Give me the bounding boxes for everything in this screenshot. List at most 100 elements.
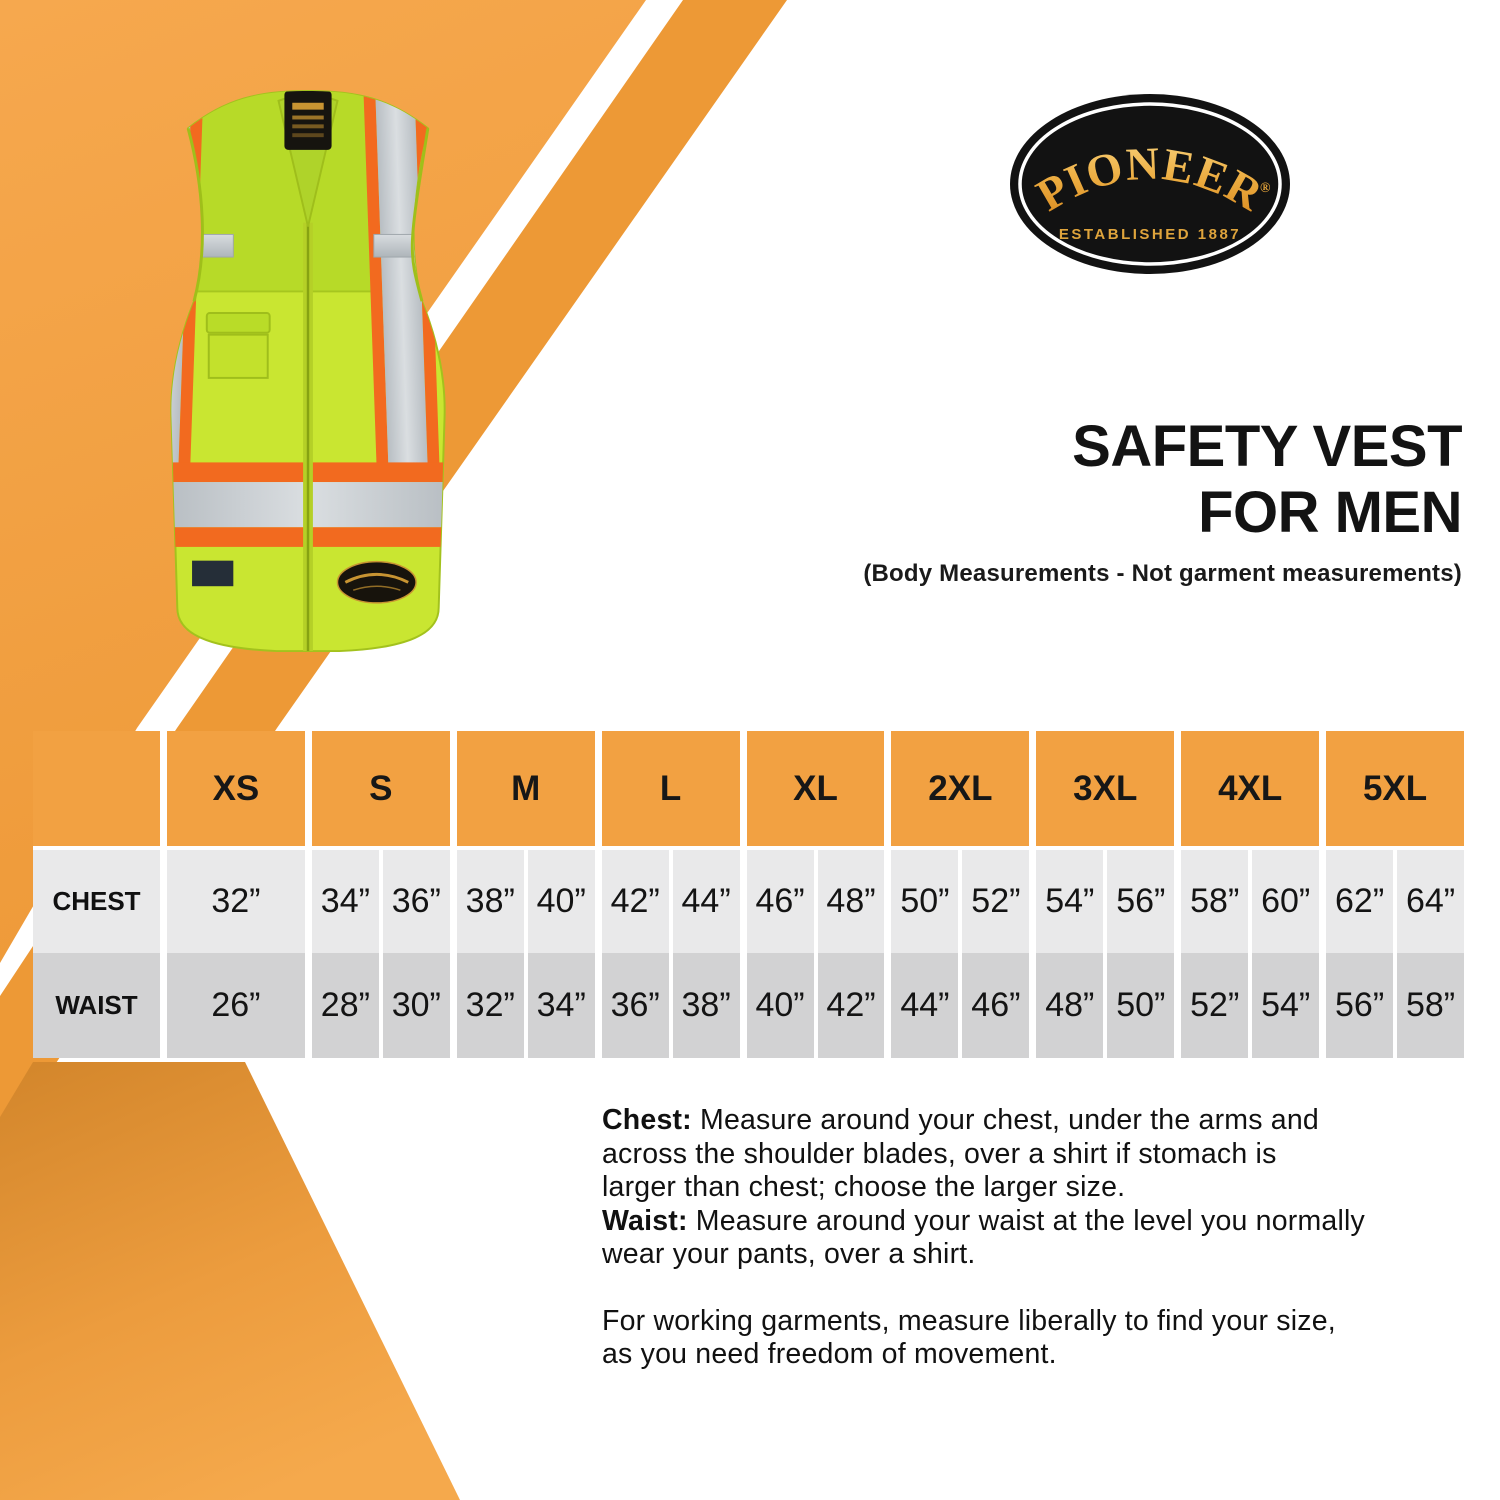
vest-drawing bbox=[170, 89, 446, 653]
product-image-safety-vest bbox=[82, 74, 534, 670]
logo-established: ESTABLISHED 1887 bbox=[1059, 226, 1241, 243]
size-value-cell: 58” 60” bbox=[1181, 850, 1320, 953]
reflective-stripe-right bbox=[363, 93, 440, 471]
registered-mark: ® bbox=[1260, 181, 1271, 196]
instructions-line: across the shoulder blades, over a shirt… bbox=[602, 1138, 1365, 1172]
size-value: 42” bbox=[817, 953, 885, 1058]
size-value-cell: 34” 36” bbox=[311, 850, 450, 953]
size-value: 26” bbox=[167, 953, 305, 1058]
size-value: 30” bbox=[382, 953, 450, 1058]
size-value: 42” bbox=[601, 850, 669, 953]
size-value: 52” bbox=[1181, 953, 1249, 1058]
logo-inner-ring bbox=[1018, 102, 1282, 266]
instructions-line: For working garments, measure liberally … bbox=[602, 1305, 1365, 1339]
page-subtitle: (Body Measurements - Not garment measure… bbox=[863, 560, 1462, 587]
size-value-cell: 36” 38” bbox=[601, 953, 740, 1058]
size-value: 58” bbox=[1181, 850, 1249, 953]
size-value: 56” bbox=[1326, 953, 1394, 1058]
size-value-cell: 48” 50” bbox=[1036, 953, 1175, 1058]
instructions-line: as you need freedom of movement. bbox=[602, 1338, 1365, 1372]
size-value: 64” bbox=[1397, 850, 1464, 953]
armhole-edge-right bbox=[410, 128, 430, 302]
instruction-text: across the shoulder blades, over a shirt… bbox=[602, 1137, 1277, 1170]
logo-background-oval bbox=[1010, 94, 1290, 274]
size-value-cell: 62” 64” bbox=[1326, 850, 1464, 953]
size-value-cell: 38” 40” bbox=[456, 850, 595, 953]
instruction-label: Chest: bbox=[602, 1104, 700, 1136]
measuring-instructions: Chest: Measure around your chest, under … bbox=[602, 1104, 1365, 1372]
size-value-cell: 50” 52” bbox=[891, 850, 1030, 953]
orange-mass-top-left bbox=[0, 0, 646, 963]
row-label-cell: WAIST bbox=[33, 953, 160, 1058]
size-value: 46” bbox=[962, 953, 1030, 1058]
size-value: 28” bbox=[311, 953, 379, 1058]
size-value-cell: 52” 54” bbox=[1181, 953, 1320, 1058]
size-value-cell: 40” 42” bbox=[746, 953, 885, 1058]
size-value: 54” bbox=[1252, 953, 1320, 1058]
size-value: 36” bbox=[601, 953, 669, 1058]
size-value: 38” bbox=[456, 850, 524, 953]
size-header-cell: 3XL bbox=[1036, 731, 1175, 850]
size-header-cell: L bbox=[601, 731, 740, 850]
size-value: 34” bbox=[311, 850, 379, 953]
size-value: 44” bbox=[672, 850, 740, 953]
instruction-text: as you need freedom of movement. bbox=[602, 1338, 1057, 1370]
size-header-cell: S bbox=[311, 731, 450, 850]
size-value: 62” bbox=[1326, 850, 1394, 953]
size-value: 40” bbox=[746, 953, 814, 1058]
size-value: 32” bbox=[456, 953, 524, 1058]
size-value: 52” bbox=[962, 850, 1030, 953]
size-value: 56” bbox=[1107, 850, 1175, 953]
instructions-paragraph: Chest: Measure around your chest, under … bbox=[602, 1104, 1365, 1272]
size-value: 54” bbox=[1036, 850, 1104, 953]
hem-tag bbox=[192, 560, 234, 587]
size-value: 48” bbox=[817, 850, 885, 953]
size-header-cell: 4XL bbox=[1181, 731, 1320, 850]
size-value-cell: 42” 44” bbox=[601, 850, 740, 953]
size-header-cell: XL bbox=[746, 731, 885, 850]
size-value: 58” bbox=[1397, 953, 1464, 1058]
size-header-cell: M bbox=[456, 731, 595, 850]
size-chart-table: XS S M L XL 2XL 3XL 4XL 5XL CHEST 32” 34” 36” 38” 40” 4… bbox=[33, 731, 1464, 1058]
size-value: 40” bbox=[527, 850, 595, 953]
size-value: 34” bbox=[527, 953, 595, 1058]
instruction-text: wear your pants, over a shirt. bbox=[602, 1238, 976, 1270]
instruction-label: Waist: bbox=[602, 1204, 696, 1237]
size-value-cell: 56” 58” bbox=[1326, 953, 1464, 1058]
brand-patch bbox=[336, 560, 417, 604]
size-header-cell: XS bbox=[167, 731, 305, 850]
page-title-line1: SAFETY VEST bbox=[1072, 414, 1462, 479]
row-label-cell: CHEST bbox=[33, 850, 160, 953]
instructions-line: Waist: Measure around your waist at the … bbox=[602, 1205, 1365, 1239]
instructions-line: larger than chest; choose the larger siz… bbox=[602, 1171, 1365, 1205]
size-value-cell: 54” 56” bbox=[1036, 850, 1175, 953]
table-corner-cell bbox=[33, 731, 160, 850]
size-value-cell: 32” bbox=[167, 850, 305, 953]
size-value-cell: 44” 46” bbox=[891, 953, 1030, 1058]
size-value: 60” bbox=[1252, 850, 1320, 953]
size-value-cell: 32” 34” bbox=[456, 953, 595, 1058]
title-block: SAFETY VEST FOR MEN (Body Measurements -… bbox=[863, 414, 1462, 588]
size-value: 48” bbox=[1036, 953, 1104, 1058]
instructions-paragraph: For working garments, measure liberally … bbox=[602, 1305, 1365, 1372]
armhole-edge-left bbox=[186, 127, 204, 302]
pioneer-logo: PIONEER ® ESTABLISHED 1887 bbox=[1008, 92, 1292, 276]
instruction-text: Measure around your chest, under the arm… bbox=[700, 1104, 1319, 1136]
size-value: 46” bbox=[746, 850, 814, 953]
chest-pocket-flap bbox=[205, 312, 271, 334]
size-value: 50” bbox=[891, 850, 959, 953]
orange-wedge-bottom-left bbox=[0, 1062, 460, 1500]
instruction-text: larger than chest; choose the larger siz… bbox=[602, 1171, 1126, 1203]
size-value-cell: 26” bbox=[167, 953, 305, 1058]
size-value: 50” bbox=[1107, 953, 1175, 1058]
size-value: 32” bbox=[167, 850, 305, 953]
size-value-cell: 28” 30” bbox=[311, 953, 450, 1058]
silver-strap-left bbox=[171, 233, 234, 258]
pioneer-logo-oval: PIONEER ® ESTABLISHED 1887 bbox=[1010, 94, 1290, 274]
instructions-line: Chest: Measure around your chest, under … bbox=[602, 1104, 1365, 1138]
size-header-cell: 5XL bbox=[1326, 731, 1464, 850]
size-value-cell: 46” 48” bbox=[746, 850, 885, 953]
size-header-cell: 2XL bbox=[891, 731, 1030, 850]
